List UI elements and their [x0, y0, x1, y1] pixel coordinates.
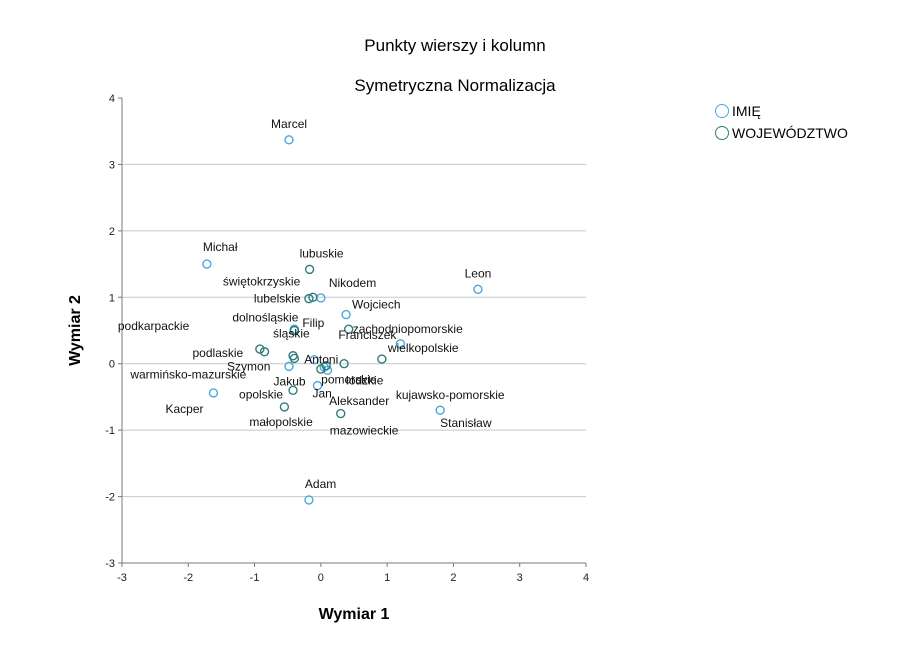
point-label: opolskie	[239, 387, 283, 401]
point-label: podlaskie	[193, 346, 244, 360]
point-label: Szymon	[227, 359, 270, 373]
point-label: Franciszek	[338, 328, 397, 342]
x-tick-label: 2	[450, 572, 456, 584]
x-tick-label: -1	[250, 572, 260, 584]
legend-item-wojewodztwo: WOJEWÓDZTWO	[715, 122, 848, 144]
wojewodztwo-point	[289, 325, 300, 336]
point-label: śląskie	[273, 327, 310, 341]
point-label: warmińsko-mazurskie	[129, 367, 246, 381]
x-tick-label: 0	[318, 572, 324, 584]
wojewodztwo-point	[343, 324, 354, 334]
wojewodztwo-point	[316, 364, 326, 374]
y-tick-label: 4	[109, 93, 115, 105]
point-label: Nikodem	[329, 276, 376, 290]
point-label: lubuskie	[300, 246, 344, 260]
point-label: lubelskie	[254, 292, 301, 306]
wojewodztwo-point	[339, 359, 349, 369]
x-tick-label: 3	[517, 572, 523, 584]
point-label: Filip	[302, 316, 324, 330]
imie-point	[395, 339, 406, 349]
point-label: świętokrzyskie	[223, 274, 301, 288]
legend-swatch-wojewodztwo	[715, 126, 729, 140]
point-label: małopolskie	[249, 415, 313, 429]
wojewodztwo-point	[304, 293, 314, 304]
imie-point	[284, 361, 294, 372]
point-label: kujawsko-pomorskie	[396, 388, 505, 402]
point-label: podkarpackie	[118, 319, 190, 333]
legend-item-imie: IMIĘ	[715, 100, 848, 122]
wojewodztwo-point	[304, 264, 315, 275]
imie-point	[341, 309, 351, 320]
x-tick-label: -3	[117, 572, 127, 584]
wojewodztwo-point	[377, 354, 387, 364]
imie-point	[208, 388, 219, 398]
chart-subtitle: Symetryczna Normalizacja	[354, 76, 556, 95]
legend: IMIĘ WOJEWÓDZTWO	[715, 100, 848, 144]
point-label: Adam	[305, 477, 336, 491]
point-label: Aleksander	[329, 394, 389, 408]
point-label: Jakub	[274, 375, 306, 389]
point-label: łódzkie	[346, 374, 384, 388]
imie-point	[316, 293, 326, 303]
point-label: Michał	[203, 240, 238, 254]
x-tick-label: -2	[183, 572, 193, 584]
imie-point	[304, 495, 314, 505]
imie-point	[309, 355, 319, 365]
y-tick-label: -1	[105, 425, 115, 437]
point-label: dolnośląskie	[232, 311, 298, 325]
x-axis-label: Wymiar 1	[319, 606, 390, 623]
wojewodztwo-point	[289, 353, 300, 364]
imie-point	[202, 259, 212, 269]
point-label: Leon	[465, 266, 492, 280]
wojewodztwo-point	[308, 292, 318, 302]
wojewodztwo-point	[259, 347, 270, 357]
legend-label-wojewodztwo: WOJEWÓDZTWO	[732, 125, 848, 141]
y-tick-label: 0	[109, 359, 115, 371]
y-tick-label: -2	[105, 492, 115, 504]
point-label: pomorskie	[321, 373, 377, 387]
imie-point	[435, 405, 445, 415]
wojewodztwo-point	[279, 402, 290, 412]
wojewodztwo-point	[336, 408, 346, 419]
point-label: Jan	[312, 386, 331, 400]
wojewodztwo-point	[288, 385, 298, 395]
point-label: Antoni	[304, 353, 338, 367]
imie-point	[473, 284, 483, 295]
imie-point	[284, 135, 294, 145]
y-tick-label: 2	[109, 226, 115, 238]
legend-swatch-imie	[715, 104, 729, 118]
chart-title: Punkty wierszy i kolumn	[364, 36, 546, 55]
legend-label-imie: IMIĘ	[732, 103, 761, 119]
imie-point	[312, 380, 323, 391]
point-label: mazowieckie	[330, 424, 399, 438]
point-label: wielkopolskie	[387, 341, 459, 355]
x-tick-label: 1	[384, 572, 390, 584]
point-label: Wojciech	[352, 298, 400, 312]
y-tick-label: 1	[109, 292, 115, 304]
point-label: Stanisław	[440, 416, 492, 430]
wojewodztwo-point	[255, 344, 265, 354]
point-label: zachodniopomorskie	[353, 322, 463, 336]
y-tick-label: 3	[109, 159, 115, 171]
point-label: Kacper	[165, 402, 203, 416]
x-tick-label: 4	[583, 572, 589, 584]
y-axis-label: Wymiar 2	[67, 295, 84, 366]
y-tick-label: -3	[105, 558, 115, 570]
point-label: Marcel	[271, 117, 307, 131]
